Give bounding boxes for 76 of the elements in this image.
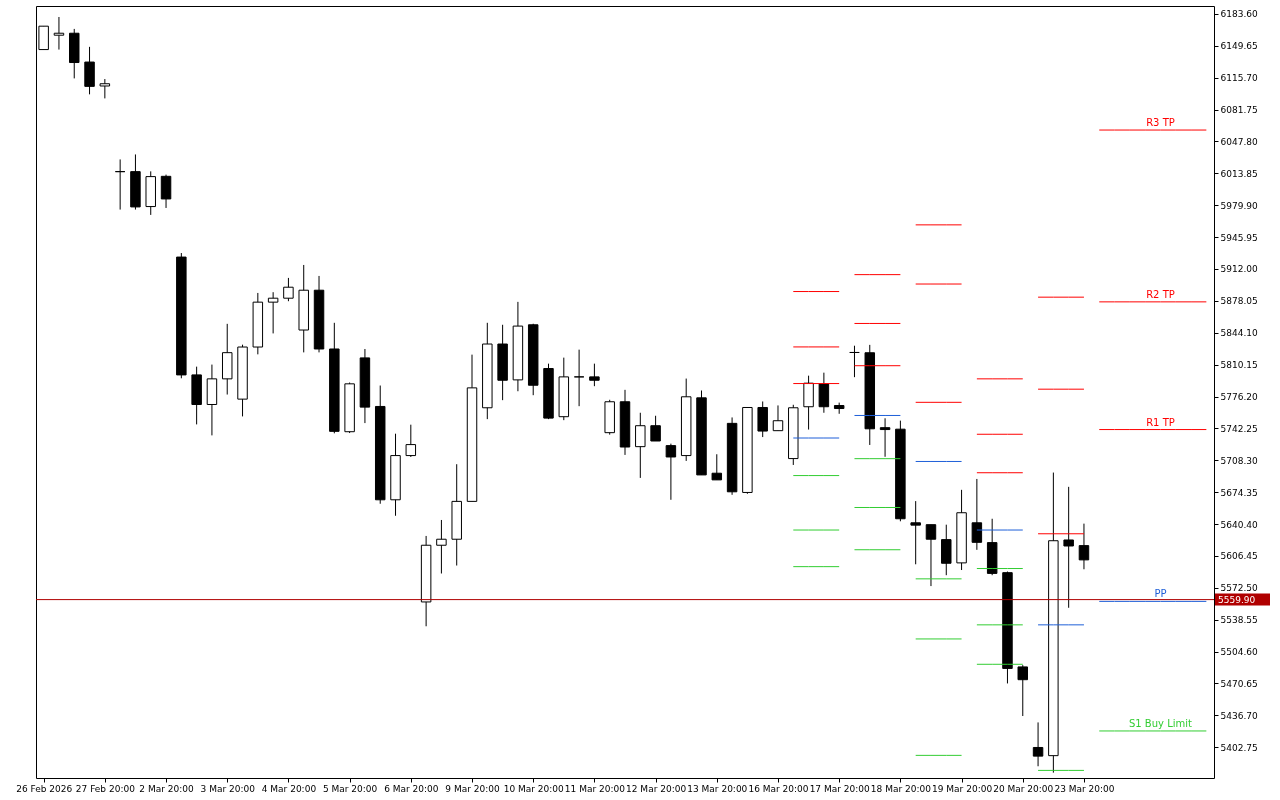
candlestick [436,519,447,574]
y-tick-label: 5504.60 [1220,647,1258,658]
candlestick [849,345,860,378]
x-tick-label: 19 Mar 20:00 [932,783,993,794]
candlestick [267,291,279,334]
x-tick-label: 4 Mar 20:00 [261,783,317,794]
y-tick-label: 6115.70 [1220,73,1258,84]
x-tick-label: 11 Mar 20:00 [564,783,626,794]
x-tick-label: 23 Mar 20:00 [1054,783,1115,794]
candlestick [910,500,921,565]
x-tick-label: 18 Mar 20:00 [870,783,932,794]
y-tick-label: 5742.25 [1220,423,1258,434]
candlestick [114,158,126,211]
y-tick-label: 5844.10 [1220,328,1258,339]
candlestick [99,78,111,99]
candlestick [635,412,646,479]
x-tick-label: 10 Mar 20:00 [503,783,565,794]
candlestick [53,16,65,51]
candlestick [665,443,677,501]
candlestick [803,375,814,431]
x-tick-label: 12 Mar 20:00 [626,783,687,794]
candlestick [879,417,891,458]
y-tick-label: 5945.95 [1220,232,1258,243]
y-tick-label: 5674.35 [1220,487,1258,498]
candlestick [160,174,172,209]
y-tick-label: 5470.65 [1220,678,1258,689]
series-label: S1 Buy Limit [1128,717,1193,729]
candlestick [650,415,661,442]
candlestick [1017,664,1029,717]
y-tick-label: 5776.20 [1220,392,1258,403]
y-tick-label: 5572.50 [1220,583,1258,594]
candlestick [971,478,983,551]
y-tick-label: 5878.05 [1220,296,1258,307]
series-label: PP [1154,588,1167,600]
x-tick-label: 6 Mar 20:00 [384,783,439,794]
x-tick-label: 26 Feb 2026 [16,783,73,794]
candlestick [941,524,952,576]
y-tick-label: 5606.45 [1220,551,1258,562]
x-tick-label: 16 Mar 20:00 [748,783,809,794]
series-label: R3 TP [1146,117,1175,129]
y-tick-label: 5979.90 [1220,200,1258,211]
x-tick-label: 5 Mar 20:00 [322,783,378,794]
y-tick-label: 5436.70 [1220,710,1258,721]
candlestick [818,372,830,414]
y-tick-label: 6081.75 [1220,105,1258,116]
x-tick-label: 9 Mar 20:00 [445,783,500,794]
y-tick-label: 5640.40 [1220,519,1258,530]
y-tick-label: 5708.30 [1220,455,1258,466]
candlestick [757,400,768,438]
candlestick [573,349,585,407]
x-tick-label: 17 Mar 20:00 [809,783,870,794]
y-tick-label: 6183.60 [1220,9,1258,20]
candlestick [1063,486,1074,609]
y-tick-label: 5810.15 [1220,360,1258,371]
candlestick [1078,523,1090,570]
ref-line-label: 5559.90 [1218,594,1256,605]
candlestick [283,277,294,302]
candlestick [589,363,600,387]
y-tick-label: 6149.65 [1220,41,1258,52]
series-label: R2 TP [1146,288,1175,300]
candlestick [1032,721,1044,767]
y-tick-label: 6013.85 [1220,168,1258,179]
x-tick-label: 20 Mar 20:00 [993,783,1054,794]
series-label: R1 TP [1146,416,1175,428]
x-tick-label: 27 Feb 20:00 [75,783,136,794]
candlestick [405,424,417,458]
y-tick-label: 5912.00 [1220,264,1258,275]
x-tick-label: 2 Mar 20:00 [139,783,194,794]
candlestick [925,524,937,587]
y-tick-label: 5538.55 [1220,615,1258,626]
candlestick [711,453,723,481]
y-tick-label: 5402.75 [1220,742,1258,753]
x-tick-label: 3 Mar 20:00 [200,783,256,794]
x-tick-label: 13 Mar 20:00 [687,783,748,794]
candlestick [772,404,784,432]
y-tick-label: 6047.80 [1220,136,1258,147]
